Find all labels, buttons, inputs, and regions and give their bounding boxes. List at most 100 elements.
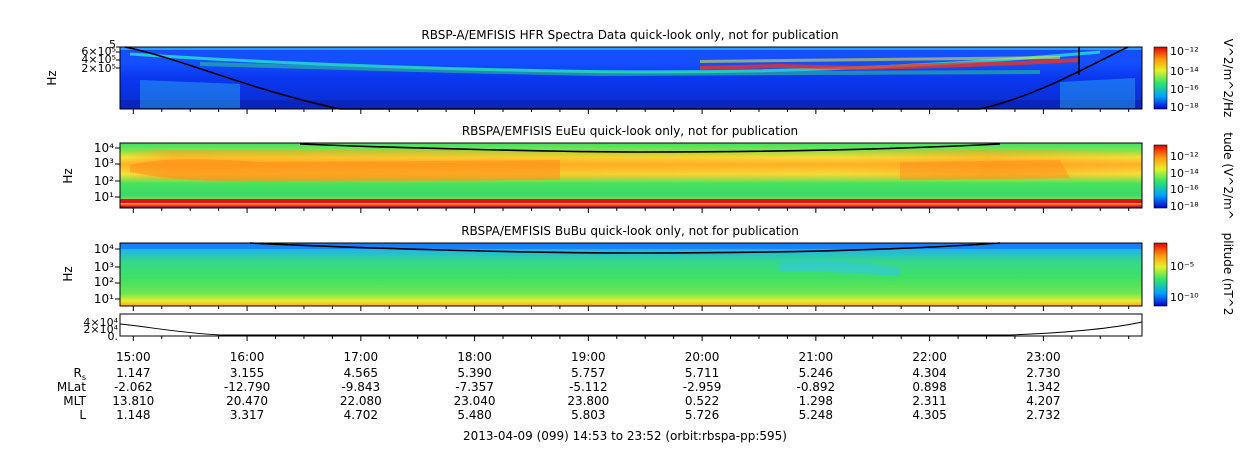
ephemeris-value: 3.317 [230,408,264,422]
ephemeris-value: 2.730 [1026,366,1060,380]
ephemeris-table: Rs 1.147 3.155 4.565 5.390 5.757 5.711 5.246 4.3… [57,366,1061,422]
x-ticks [132,208,1130,213]
colorbar-tick: 10⁻¹⁰ [1170,291,1199,304]
ephemeris-value: 1.298 [799,394,833,408]
ephemeris-value: -9.843 [341,380,380,394]
spectrogram-area [120,47,1142,109]
plot-frame [119,46,1143,110]
cyan-patch [780,260,900,276]
ephemeris-value: 2.311 [912,394,946,408]
colorbar-label: plitude (nT^2 [1221,233,1235,316]
y-tick-label: 10³ [94,156,114,170]
ephemeris-row-label: MLat [57,380,86,394]
hot-emission-band [700,58,1080,70]
panel-title: RBSP-A/EMFISIS HFR Spectra Data quick-lo… [421,28,838,42]
ephemeris-value: 5.757 [571,366,605,380]
colorbar-label: tude (V^2/m^ [1221,132,1235,220]
time-axis: 15:00 16:00 17:00 18:00 19:00 20:00 21:00 22:00… [116,350,1061,364]
ephemeris-row-label: MLT [63,394,86,408]
red-line [120,199,1142,203]
panel-hfr: RBSP-A/EMFISIS HFR Spectra Data quick-lo… [45,28,1235,117]
colorbar-tick: 10⁻¹⁶ [1170,183,1199,196]
ephemeris-value: 5.246 [799,366,833,380]
footer-date-range: 2013-04-09 (099) 14:53 to 23:52 (orbit:r… [463,429,787,443]
x-tick-label: 17:00 [344,350,379,364]
blue-top-band [120,243,1142,249]
low-freq-band [120,100,1142,109]
x-tick-label: 20:00 [685,350,720,364]
panel-line: 4×10⁴ 2×10⁴ 0. [83,313,1143,343]
signal-band [120,47,1142,50]
ephemeris-value: 2.732 [1026,408,1060,422]
colorbar-tick: 10⁻⁵ [1170,260,1194,273]
ephemeris-value: 0.522 [685,394,719,408]
ephemeris-value: 0.898 [912,380,946,394]
plasma-frequency-curve [299,143,1001,153]
x-tick-label: 15:00 [116,350,151,364]
x-tick-label: 23:00 [1026,350,1061,364]
yellow-emission-band [700,56,1060,63]
x-tick-label: 18:00 [457,350,492,364]
colorbar-tick: 10⁻¹⁸ [1170,101,1199,114]
x-ticks [132,306,1130,311]
y-tick-label: 10⁴ [94,141,114,155]
ephemeris-value: 1.342 [1026,380,1060,394]
plot-frame [119,242,1143,307]
y-tick-label: 10⁴ [94,242,114,256]
ephemeris-value: 23.040 [454,394,496,408]
ephemeris-value: 1.148 [116,408,150,422]
ephemeris-value: 5.711 [685,366,719,380]
ephemeris-value: -2.959 [683,380,722,394]
colorbar-tick: 10⁻¹² [1170,150,1199,163]
ephemeris-value: 4.702 [344,408,378,422]
y-tick-label: 0. [108,330,119,343]
x-tick-label: 22:00 [912,350,947,364]
x-ticks [132,336,1130,341]
ephemeris-value: 4.565 [344,366,378,380]
noise-burst-right [1060,78,1135,108]
y-tick-label: 6×10⁵ [81,45,116,58]
y-tick-label: 2×10⁵ [81,62,116,75]
panel-title: RBSPA/EMFISIS EuEu quick-look only, not … [462,124,798,138]
orange-activity-patch [130,159,560,182]
colorbar [1153,144,1168,209]
colorbar [1153,242,1168,307]
x-ticks [132,109,1130,114]
x-tick-label: 19:00 [571,350,606,364]
panel-bubu: RBSPA/EMFISIS BuBu quick-look only, not … [61,224,1235,315]
y-tick-label: 10¹ [94,292,114,306]
y-tick-label: 10³ [94,260,114,274]
plasma-frequency-curve [249,242,1001,254]
ephemeris-value: 5.390 [457,366,491,380]
y-axis-label: Hz [45,70,59,85]
orange-activity-patch [900,160,1070,180]
y-tick-label: 10² [94,275,114,289]
ephemeris-value: 5.803 [571,408,605,422]
green-emission-band [200,62,1040,76]
colorbar-tick: 10⁻¹⁸ [1170,200,1199,213]
panel-eueu: RBSPA/EMFISIS EuEu quick-look only, not … [61,124,1235,220]
y-tick-label: 5 [109,38,116,51]
colorbar [1153,46,1168,110]
noise-burst-left [140,80,240,108]
y-tick-label: 2×10⁴ [83,323,118,336]
panel-title: RBSPA/EMFISIS BuBu quick-look only, not … [461,224,799,238]
ephemeris-value: 4.304 [912,366,946,380]
ephemeris-value: -5.112 [569,380,608,394]
ephemeris-value: 3.155 [230,366,264,380]
ephemeris-value: 20.470 [226,394,268,408]
ephemeris-value: 5.480 [457,408,491,422]
ephemeris-value: 23.800 [567,394,609,408]
y-axis-label: Hz [61,168,75,183]
line-plot-area [119,313,1143,337]
ephemeris-value: -7.357 [455,380,494,394]
plot-frame [119,142,1143,209]
ephemeris-value: 1.147 [116,366,150,380]
colorbar-tick: 10⁻¹⁶ [1170,83,1199,96]
line-trace [119,321,1143,336]
ephemeris-value: -0.892 [797,380,836,394]
colorbar-tick: 10⁻¹² [1170,45,1199,58]
ephemeris-value: 22.080 [340,394,382,408]
y-axis-label: Hz [61,266,75,281]
